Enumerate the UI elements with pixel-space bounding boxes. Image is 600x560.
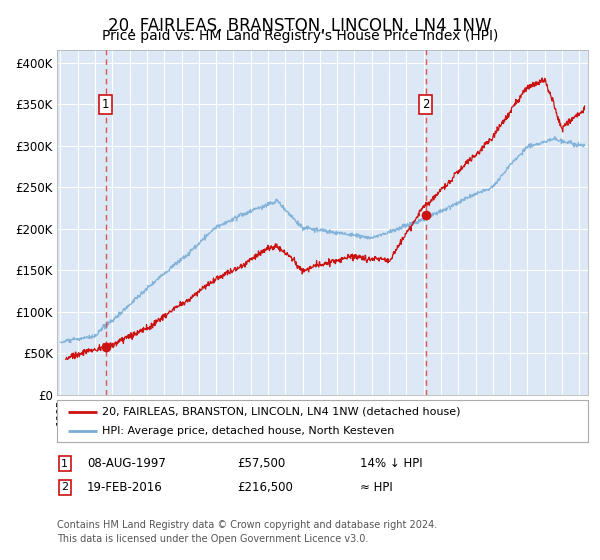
Text: 20, FAIRLEAS, BRANSTON, LINCOLN, LN4 1NW: 20, FAIRLEAS, BRANSTON, LINCOLN, LN4 1NW — [108, 17, 492, 35]
Text: 1: 1 — [102, 98, 109, 111]
Text: HPI: Average price, detached house, North Kesteven: HPI: Average price, detached house, Nort… — [102, 426, 395, 436]
Text: 2: 2 — [61, 482, 68, 492]
Text: 14% ↓ HPI: 14% ↓ HPI — [360, 457, 422, 470]
Text: 1: 1 — [61, 459, 68, 469]
Text: 08-AUG-1997: 08-AUG-1997 — [87, 457, 166, 470]
Text: This data is licensed under the Open Government Licence v3.0.: This data is licensed under the Open Gov… — [57, 534, 368, 544]
Text: £57,500: £57,500 — [237, 457, 285, 470]
Text: ≈ HPI: ≈ HPI — [360, 480, 393, 494]
Text: 19-FEB-2016: 19-FEB-2016 — [87, 480, 163, 494]
Text: Contains HM Land Registry data © Crown copyright and database right 2024.: Contains HM Land Registry data © Crown c… — [57, 520, 437, 530]
Text: Price paid vs. HM Land Registry's House Price Index (HPI): Price paid vs. HM Land Registry's House … — [102, 29, 498, 43]
Text: 20, FAIRLEAS, BRANSTON, LINCOLN, LN4 1NW (detached house): 20, FAIRLEAS, BRANSTON, LINCOLN, LN4 1NW… — [102, 407, 461, 417]
Text: £216,500: £216,500 — [237, 480, 293, 494]
Text: 2: 2 — [422, 98, 430, 111]
